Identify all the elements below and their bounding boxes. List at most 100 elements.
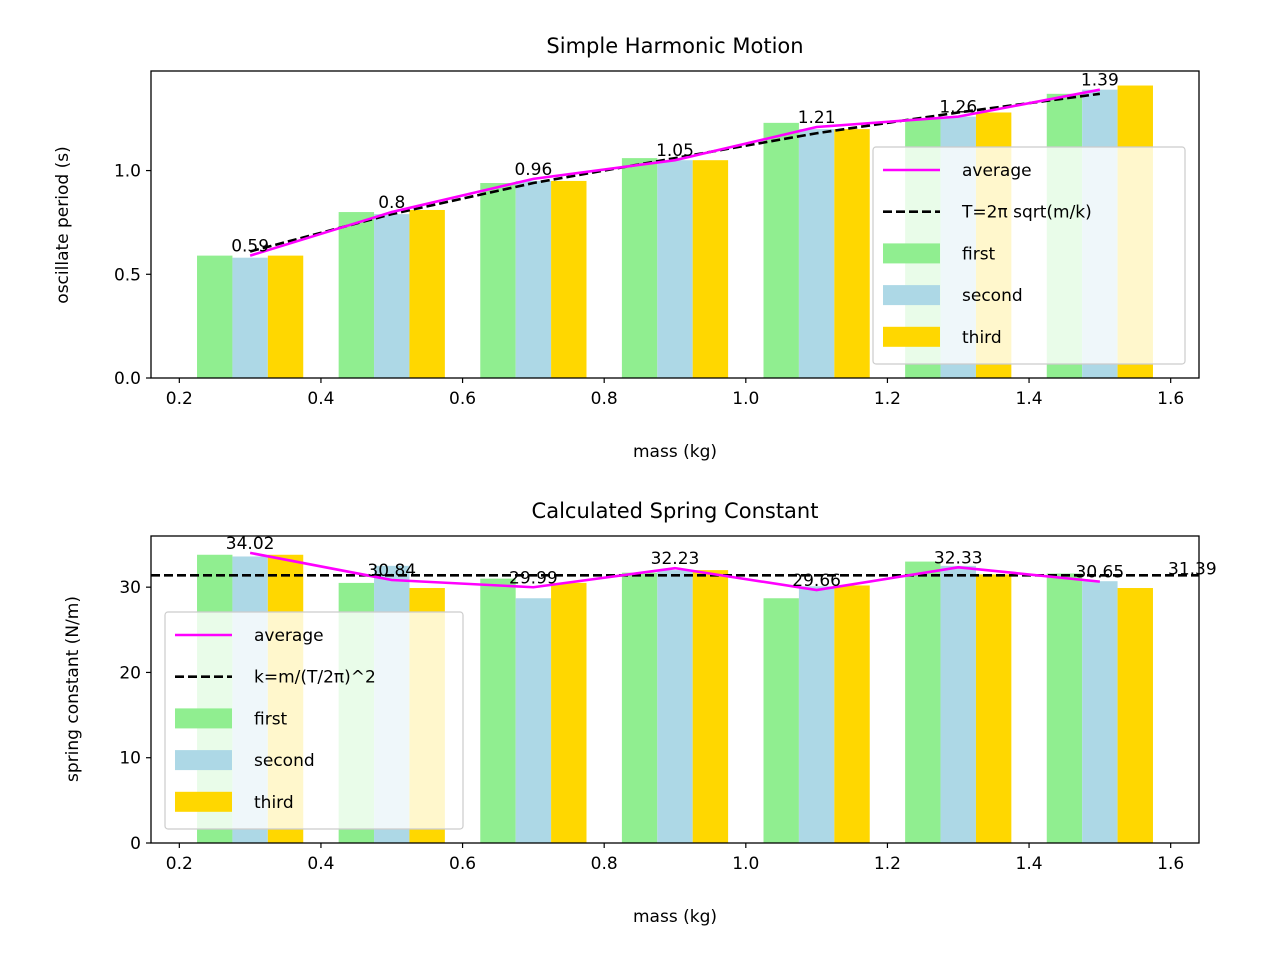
legend: average T=2π sqrt(m/k) first second third (872, 146, 1186, 365)
y-axis-label: oscillate period (s) (53, 146, 73, 303)
bar-third (409, 209, 445, 378)
model-line-group (249, 92, 1101, 253)
chart-title: Calculated Spring Constant (532, 499, 819, 523)
x-tick-label: 0.2 (166, 389, 193, 409)
bar-first (621, 158, 658, 378)
axes-group: 0.2 0.4 0.6 0.8 1.0 1.2 1.4 1.6 0.0 0.5 1.0 (114, 70, 1200, 409)
plot-frame (150, 70, 1200, 379)
bar-first (480, 183, 516, 378)
legend-label: average (962, 161, 1032, 181)
bar-second (515, 598, 552, 843)
bar-third (267, 255, 304, 378)
legend-patch-key (883, 326, 940, 347)
data-label: 34.02 (226, 534, 275, 554)
legend-label: second (254, 751, 315, 771)
bar-second (1082, 581, 1118, 843)
data-label: 1.26 (939, 98, 977, 118)
legend-label: first (254, 709, 288, 729)
average-line-group (249, 551, 1100, 592)
bar-third (975, 574, 1012, 843)
average-line-group (249, 88, 1101, 257)
legend-box (164, 611, 464, 830)
chart-title: Simple Harmonic Motion (546, 34, 803, 58)
y-tick-label: 1.0 (114, 162, 141, 182)
bar-second (515, 180, 552, 378)
y-tick-label: 30 (119, 578, 141, 598)
legend-box (872, 146, 1186, 365)
x-tick-label: 0.2 (166, 854, 193, 874)
data-label: 1.05 (656, 141, 694, 161)
x-axis-label: mass (kg) (633, 907, 717, 927)
data-label: 30.84 (367, 561, 416, 581)
x-tick-label: 0.8 (591, 854, 618, 874)
bar-second (374, 214, 410, 378)
bar-second (940, 565, 976, 843)
bar-third (1117, 588, 1153, 843)
data-label: 1.39 (1081, 71, 1119, 91)
bar-second (657, 570, 693, 843)
data-label: 0.8 (378, 193, 405, 213)
legend: average k=m/(T/2π)^2 first second third (164, 611, 464, 830)
legend-label: average (254, 626, 324, 646)
x-tick-label: 0.4 (307, 854, 334, 874)
bar-third (692, 160, 729, 378)
axes-group: 0.2 0.4 0.6 0.8 1.0 1.2 1.4 1.6 0 10 20 30 (119, 535, 1200, 874)
bar-first (621, 572, 658, 843)
legend-patch-key (883, 285, 940, 306)
average-line (249, 551, 1100, 592)
x-axis-label: mass (kg) (633, 442, 717, 462)
chart-simple-harmonic-motion: Simple Harmonic Motion mass (kg) oscilla… (53, 34, 1200, 462)
bar-third (692, 570, 729, 843)
x-tick-label: 0.4 (307, 389, 334, 409)
legend-patch-key (175, 791, 232, 812)
y-axis-label: spring constant (N/m) (63, 596, 83, 782)
chart-calculated-spring-constant: Calculated Spring Constant mass (kg) spr… (63, 499, 1217, 927)
bar-third (551, 582, 587, 843)
data-label: 29.66 (792, 571, 841, 591)
x-tick-label: 1.6 (1157, 389, 1184, 409)
x-tick-label: 1.4 (1016, 854, 1043, 874)
y-tick-label: 0.0 (114, 369, 141, 389)
x-tick-label: 1.2 (874, 389, 901, 409)
plot-frame (150, 535, 1200, 844)
data-label: 0.96 (514, 160, 552, 180)
data-label: 32.33 (934, 548, 983, 568)
x-tick-label: 1.4 (1016, 389, 1043, 409)
x-tick-label: 0.6 (449, 389, 476, 409)
average-line (249, 88, 1101, 257)
data-label: 32.23 (651, 549, 700, 569)
bar-first (1046, 573, 1083, 843)
bar-first (338, 212, 375, 378)
y-tick-label: 0.5 (114, 265, 141, 285)
x-tick-label: 1.2 (874, 854, 901, 874)
x-tick-label: 0.6 (449, 854, 476, 874)
x-tick-label: 1.0 (732, 389, 759, 409)
bar-second (232, 257, 268, 378)
y-tick-label: 10 (119, 749, 141, 769)
legend-label: k=m/(T/2π)^2 (254, 668, 376, 688)
bar-first (905, 561, 941, 843)
data-label: 0.59 (231, 237, 269, 257)
x-tick-label: 1.0 (732, 854, 759, 874)
model-value-label: 31.39 (1168, 559, 1217, 579)
bar-first (763, 598, 799, 843)
legend-label: second (962, 286, 1023, 306)
model-line-group: 31.39 (151, 559, 1217, 579)
bar-second (657, 160, 693, 378)
data-labels-group: 0.59 0.8 0.96 1.05 1.21 1.26 1.39 (231, 71, 1119, 257)
legend-label: third (962, 328, 1002, 348)
bar-second (798, 129, 835, 378)
bar-second (798, 586, 835, 843)
x-tick-label: 0.8 (591, 389, 618, 409)
y-tick-label: 0 (130, 834, 141, 854)
legend-patch-key (175, 750, 232, 771)
bar-third (551, 180, 587, 378)
data-label: 1.21 (798, 108, 836, 128)
bar-third (834, 129, 870, 378)
data-label: 29.99 (509, 568, 558, 588)
x-tick-label: 1.6 (1157, 854, 1184, 874)
legend-label: T=2π sqrt(m/k) (961, 203, 1092, 223)
bar-first (197, 255, 233, 378)
data-label: 30.65 (1076, 563, 1125, 583)
